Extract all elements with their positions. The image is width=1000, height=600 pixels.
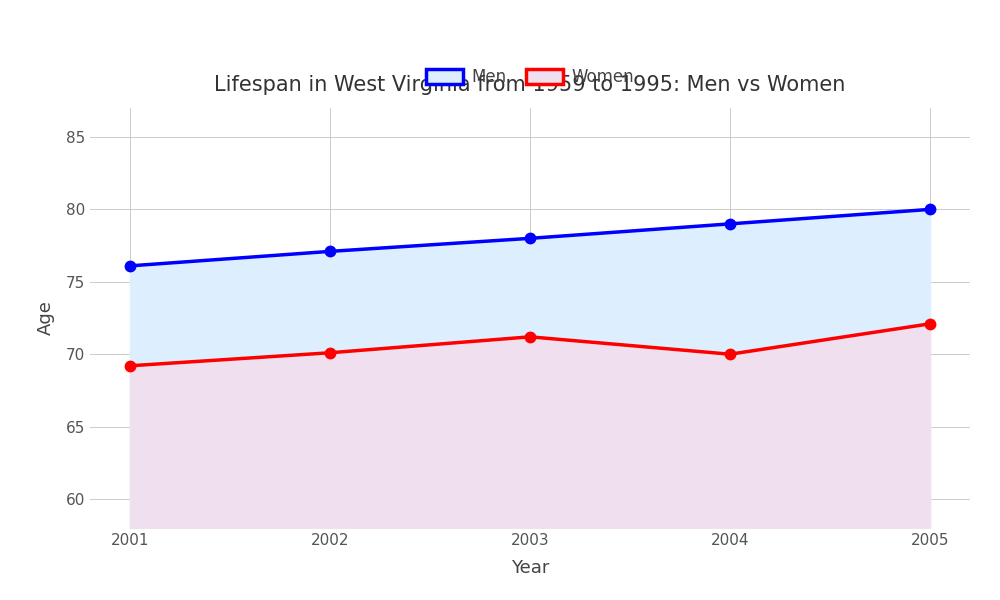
X-axis label: Year: Year — [511, 559, 549, 577]
Legend: Men, Women: Men, Women — [419, 62, 641, 93]
Y-axis label: Age: Age — [37, 301, 55, 335]
Title: Lifespan in West Virginia from 1959 to 1995: Men vs Women: Lifespan in West Virginia from 1959 to 1… — [214, 76, 846, 95]
